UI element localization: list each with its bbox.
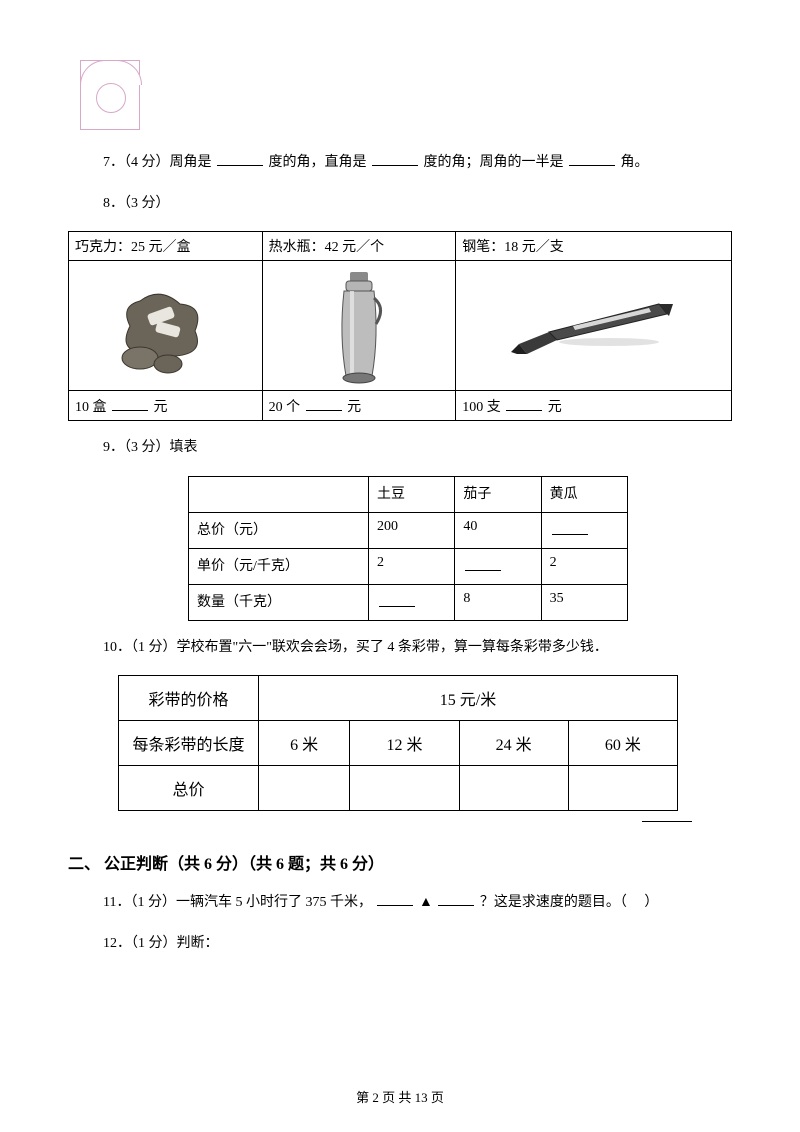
thermos-blank[interactable] <box>306 395 342 411</box>
question-8-label: 8．（3 分） <box>103 191 732 218</box>
unit-label: 元 <box>347 400 361 415</box>
q11-blank-right <box>438 890 474 906</box>
geometric-shape-icon <box>80 60 140 130</box>
ribbon-price-label: 彩带的价格 <box>119 676 259 721</box>
q7-text-c: 度的角；周角的一半是 <box>424 155 564 170</box>
ribbon-length-3: 24 米 <box>459 721 568 766</box>
cell <box>541 512 627 548</box>
table-row: 数量（千克） 8 35 <box>189 584 628 620</box>
table-row: 每条彩带的长度 6 米 12 米 24 米 60 米 <box>119 721 678 766</box>
pen-icon <box>509 286 679 366</box>
chocolate-blank[interactable] <box>112 395 148 411</box>
vege-blank[interactable] <box>379 591 415 607</box>
thermos-image-cell <box>262 261 456 391</box>
row-label: 总价（元） <box>189 512 369 548</box>
vege-header-potato: 土豆 <box>369 476 455 512</box>
ribbon-table: 彩带的价格 15 元/米 每条彩带的长度 6 米 12 米 24 米 60 米 … <box>118 675 678 811</box>
ribbon-total-blank-4[interactable] <box>568 766 677 811</box>
row-label: 数量（千克） <box>189 584 369 620</box>
question-10-label: 10．（1 分）学校布置"六一"联欢会会场，买了 4 条彩带，算一算每条彩带多少… <box>103 635 732 662</box>
cell: 2 <box>369 548 455 584</box>
table-row: 土豆 茄子 黄瓜 <box>189 476 628 512</box>
ribbon-length-2: 12 米 <box>350 721 459 766</box>
ribbon-length-1: 6 米 <box>259 721 350 766</box>
ribbon-length-4: 60 米 <box>568 721 677 766</box>
q7-blank-1[interactable] <box>217 150 263 166</box>
q11-mark: ▲ <box>419 895 433 910</box>
table-row: 10 盒 元 20 个 元 100 支 元 <box>69 391 732 421</box>
ribbon-total-label: 总价 <box>119 766 259 811</box>
q11-pre: 11．（1 分）一辆汽车 5 小时行了 375 千米， <box>103 895 372 910</box>
cell <box>455 548 541 584</box>
pen-blank[interactable] <box>506 395 542 411</box>
ribbon-total-blank-1[interactable] <box>259 766 350 811</box>
cell: 200 <box>369 512 455 548</box>
qty-label: 20 个 <box>269 400 301 415</box>
pen-qty-cell: 100 支 元 <box>456 391 732 421</box>
chocolate-image-cell <box>69 261 263 391</box>
chocolate-icon <box>110 276 220 376</box>
footer-page: 2 <box>372 1090 379 1105</box>
q7-text-d: 角。 <box>621 155 649 170</box>
question-11: 11．（1 分）一辆汽车 5 小时行了 375 千米， ▲ ？这是求速度的题目。… <box>103 890 732 917</box>
products-table: 巧克力：25 元／盒 热水瓶：42 元／个 钢笔：18 元／支 <box>68 231 732 421</box>
footer-pre: 第 <box>356 1090 372 1105</box>
q7-text-a: 7．（4 分）周角是 <box>103 155 212 170</box>
q7-text-b: 度的角，直角是 <box>269 155 367 170</box>
question-12: 12．（1 分）判断： <box>103 931 732 958</box>
q7-blank-2[interactable] <box>372 150 418 166</box>
product-name-thermos: 热水瓶：42 元／个 <box>262 232 456 261</box>
ribbon-total-blank-3[interactable] <box>459 766 568 811</box>
table-row: 单价（元/千克） 2 2 <box>189 548 628 584</box>
vege-blank[interactable] <box>552 519 588 535</box>
pen-image-cell <box>456 261 732 391</box>
trailing-blank[interactable] <box>642 821 692 822</box>
ribbon-length-label: 每条彩带的长度 <box>119 721 259 766</box>
footer-mid: 页 共 <box>382 1090 415 1105</box>
table-row: 巧克力：25 元／盒 热水瓶：42 元／个 钢笔：18 元／支 <box>69 232 732 261</box>
vege-header-empty <box>189 476 369 512</box>
vegetable-table: 土豆 茄子 黄瓜 总价（元） 200 40 单价（元/千克） 2 2 数量（千克… <box>188 476 628 621</box>
q7-blank-3[interactable] <box>569 150 615 166</box>
thermos-icon <box>324 266 394 386</box>
chocolate-qty-cell: 10 盒 元 <box>69 391 263 421</box>
question-9-label: 9．（3 分）填表 <box>103 435 732 462</box>
row-label: 单价（元/千克） <box>189 548 369 584</box>
ribbon-price-value: 15 元/米 <box>259 676 678 721</box>
q11-post: ？这是求速度的题目。（ <box>480 895 627 910</box>
cell: 40 <box>455 512 541 548</box>
cell: 35 <box>541 584 627 620</box>
table-row: 总价 <box>119 766 678 811</box>
footer-post: 页 <box>431 1090 444 1105</box>
page-footer: 第 2 页 共 13 页 <box>0 1087 800 1106</box>
q11-blank-left <box>377 890 413 906</box>
table-row: 彩带的价格 15 元/米 <box>119 676 678 721</box>
thermos-qty-cell: 20 个 元 <box>262 391 456 421</box>
vege-header-eggplant: 茄子 <box>455 476 541 512</box>
section-2-title: 二、 公正判断（共 6 分）（共 6 题；共 6 分） <box>68 850 732 874</box>
table-row <box>69 261 732 391</box>
product-name-pen: 钢笔：18 元／支 <box>456 232 732 261</box>
cell: 8 <box>455 584 541 620</box>
cell: 2 <box>541 548 627 584</box>
vege-blank[interactable] <box>465 555 501 571</box>
cell <box>369 584 455 620</box>
q11-end: ） <box>644 895 658 910</box>
product-name-chocolate: 巧克力：25 元／盒 <box>69 232 263 261</box>
unit-label: 元 <box>154 400 168 415</box>
unit-label: 元 <box>548 400 562 415</box>
vege-header-cucumber: 黄瓜 <box>541 476 627 512</box>
qty-label: 10 盒 <box>75 400 107 415</box>
ribbon-total-blank-2[interactable] <box>350 766 459 811</box>
footer-total: 13 <box>415 1090 428 1105</box>
table-row: 总价（元） 200 40 <box>189 512 628 548</box>
qty-label: 100 支 <box>462 400 501 415</box>
question-7: 7．（4 分）周角是 度的角，直角是 度的角；周角的一半是 角。 <box>103 150 732 177</box>
